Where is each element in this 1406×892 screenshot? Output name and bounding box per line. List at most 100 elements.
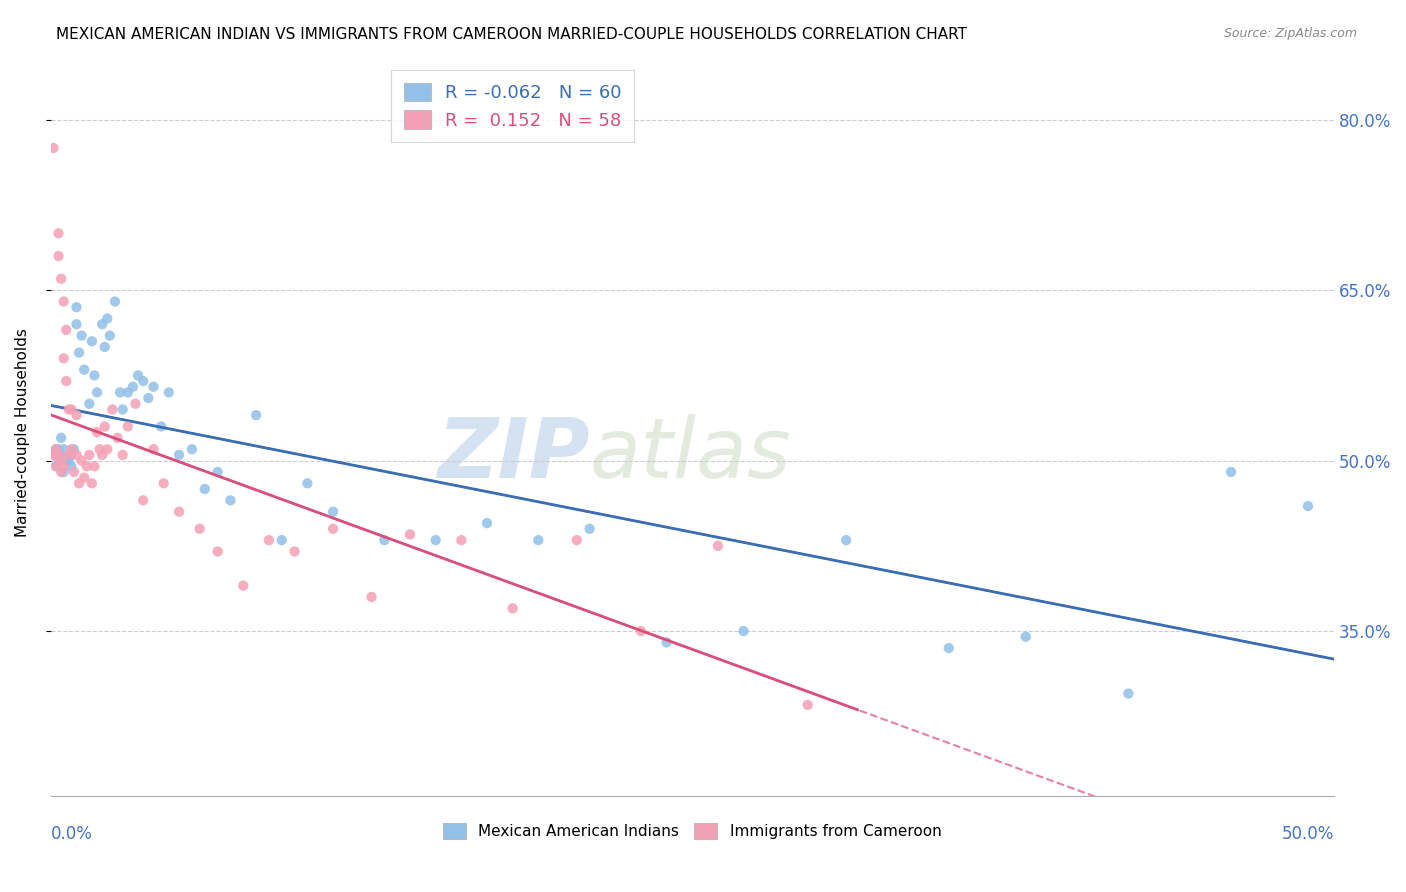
Point <box>207 544 229 558</box>
Point <box>207 465 229 479</box>
Point <box>60 448 83 462</box>
Point <box>65 408 87 422</box>
Point <box>167 448 190 462</box>
Point <box>70 453 93 467</box>
Point <box>65 300 87 314</box>
Point <box>49 453 72 467</box>
Point <box>86 425 108 440</box>
Point <box>136 391 159 405</box>
Point <box>219 493 242 508</box>
Point <box>79 397 101 411</box>
Point <box>83 459 105 474</box>
Point <box>527 533 550 548</box>
Point <box>80 334 103 349</box>
Point <box>93 419 115 434</box>
Point <box>98 328 121 343</box>
Point <box>55 453 77 467</box>
Point <box>67 345 90 359</box>
Point <box>52 442 75 457</box>
Point <box>578 522 600 536</box>
Point <box>167 505 190 519</box>
Point <box>79 448 101 462</box>
Point <box>63 465 86 479</box>
Point <box>502 601 524 615</box>
Point <box>65 317 87 331</box>
Point <box>360 590 382 604</box>
Point <box>45 442 67 457</box>
Point <box>60 459 83 474</box>
Point <box>194 482 217 496</box>
Point <box>150 419 173 434</box>
Point <box>55 374 77 388</box>
Point <box>49 272 72 286</box>
Point <box>55 323 77 337</box>
Point <box>45 459 67 474</box>
Point <box>58 402 80 417</box>
Point <box>142 442 165 457</box>
Point <box>1296 499 1319 513</box>
Point <box>101 402 124 417</box>
Point <box>117 385 139 400</box>
Point <box>117 419 139 434</box>
Point <box>188 522 211 536</box>
Point <box>127 368 149 383</box>
Point <box>257 533 280 548</box>
Text: atlas: atlas <box>589 414 792 494</box>
Point <box>245 408 267 422</box>
Point <box>707 539 730 553</box>
Point <box>565 533 588 548</box>
Point <box>52 459 75 474</box>
Text: ZIP: ZIP <box>437 414 589 494</box>
Point <box>60 402 83 417</box>
Point <box>96 311 118 326</box>
Point <box>93 340 115 354</box>
Point <box>45 448 67 462</box>
Text: Source: ZipAtlas.com: Source: ZipAtlas.com <box>1223 27 1357 40</box>
Point <box>86 385 108 400</box>
Point <box>630 624 652 638</box>
Point <box>48 442 70 457</box>
Point <box>132 374 155 388</box>
Point <box>111 448 134 462</box>
Y-axis label: Married-couple Households: Married-couple Households <box>15 327 30 537</box>
Point <box>111 402 134 417</box>
Point <box>270 533 292 548</box>
Point <box>152 476 174 491</box>
Point <box>796 698 818 712</box>
Point <box>70 328 93 343</box>
Point <box>48 249 70 263</box>
Point <box>48 448 70 462</box>
Point <box>297 476 319 491</box>
Point <box>45 442 67 457</box>
Point <box>52 351 75 366</box>
Legend: Mexican American Indians, Immigrants from Cameroon: Mexican American Indians, Immigrants fro… <box>443 823 942 839</box>
Point <box>104 294 127 309</box>
Text: 50.0%: 50.0% <box>1281 825 1334 843</box>
Point <box>80 476 103 491</box>
Point <box>232 579 254 593</box>
Point <box>49 448 72 462</box>
Point <box>181 442 204 457</box>
Point <box>157 385 180 400</box>
Point <box>65 448 87 462</box>
Point <box>938 641 960 656</box>
Point <box>73 362 96 376</box>
Point <box>475 516 498 530</box>
Point <box>655 635 678 649</box>
Point <box>108 385 131 400</box>
Point <box>322 522 344 536</box>
Point <box>733 624 755 638</box>
Point <box>49 465 72 479</box>
Point <box>52 465 75 479</box>
Point <box>83 368 105 383</box>
Point <box>58 453 80 467</box>
Point <box>142 380 165 394</box>
Point <box>450 533 472 548</box>
Point <box>42 448 65 462</box>
Point <box>322 505 344 519</box>
Point <box>132 493 155 508</box>
Point <box>1015 630 1038 644</box>
Point <box>835 533 858 548</box>
Point <box>52 294 75 309</box>
Point <box>67 476 90 491</box>
